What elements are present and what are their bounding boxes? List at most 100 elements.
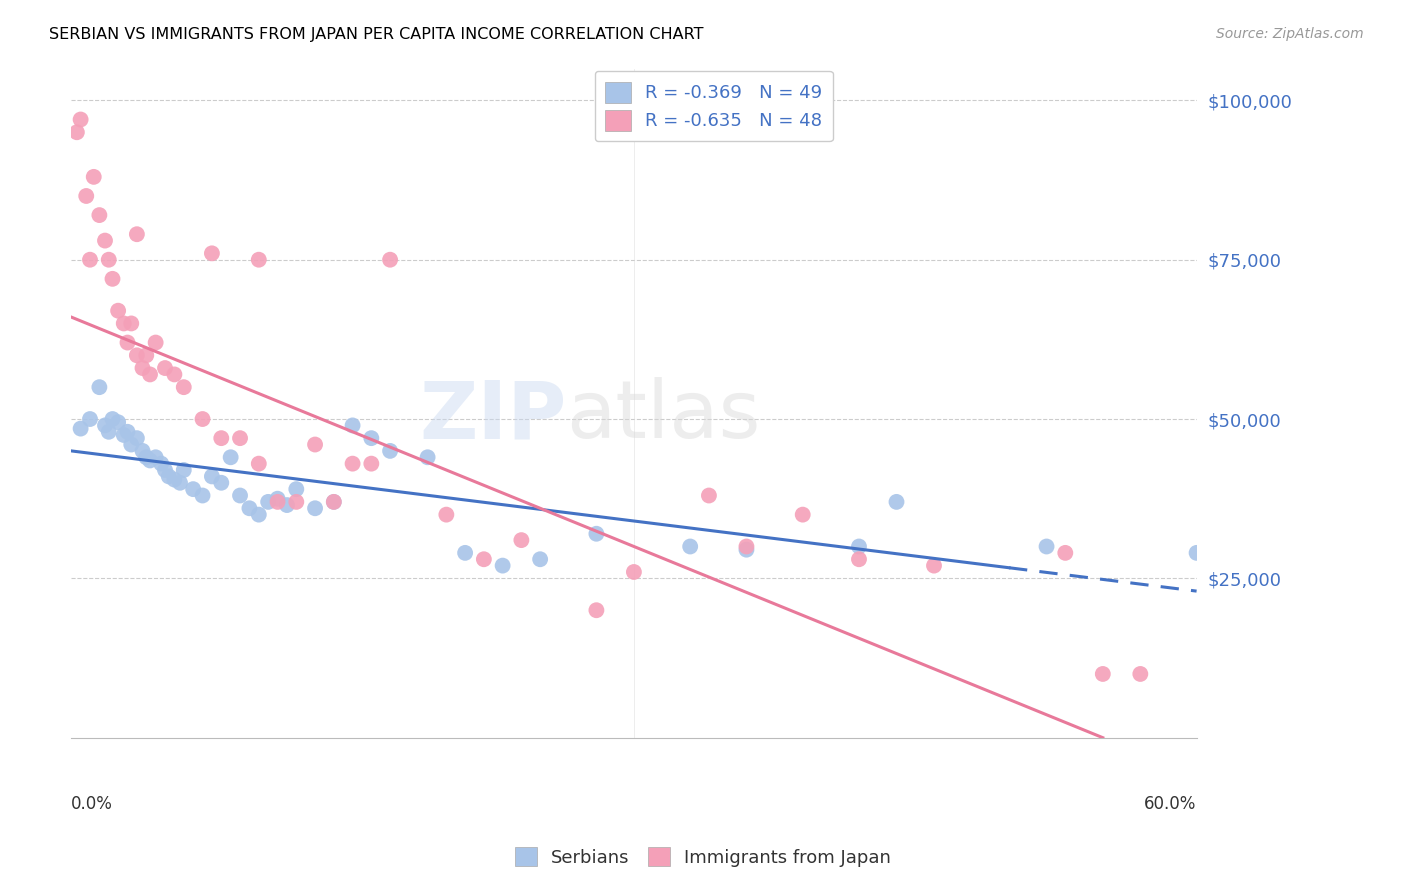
Point xyxy=(69,421,91,435)
Point xyxy=(285,495,308,509)
Point xyxy=(922,558,945,573)
Point xyxy=(201,469,224,483)
Point xyxy=(120,437,142,451)
Point xyxy=(125,227,148,242)
Text: 60.0%: 60.0% xyxy=(1144,795,1197,813)
Point xyxy=(276,498,298,512)
Point xyxy=(153,361,176,376)
Point xyxy=(266,495,288,509)
Point xyxy=(89,208,111,222)
Point xyxy=(79,252,101,267)
Point xyxy=(360,457,382,471)
Point xyxy=(150,457,173,471)
Point xyxy=(416,450,439,465)
Point xyxy=(735,542,758,557)
Point xyxy=(112,317,135,331)
Point xyxy=(1035,540,1057,554)
Text: SERBIAN VS IMMIGRANTS FROM JAPAN PER CAPITA INCOME CORRELATION CHART: SERBIAN VS IMMIGRANTS FROM JAPAN PER CAP… xyxy=(49,27,704,42)
Point xyxy=(135,348,157,362)
Point xyxy=(173,463,195,477)
Point xyxy=(83,169,105,184)
Point xyxy=(181,482,204,496)
Point xyxy=(112,428,135,442)
Point xyxy=(131,443,153,458)
Point xyxy=(157,469,180,483)
Point xyxy=(75,189,97,203)
Point xyxy=(163,368,186,382)
Point xyxy=(454,546,477,560)
Point xyxy=(679,540,702,554)
Point xyxy=(360,431,382,445)
Point xyxy=(209,475,232,490)
Point xyxy=(145,450,167,465)
Point xyxy=(125,431,148,445)
Point xyxy=(145,335,167,350)
Point xyxy=(1129,667,1152,681)
Point xyxy=(125,348,148,362)
Point xyxy=(510,533,533,548)
Text: Source: ZipAtlas.com: Source: ZipAtlas.com xyxy=(1216,27,1364,41)
Legend: Serbians, Immigrants from Japan: Serbians, Immigrants from Japan xyxy=(508,840,898,874)
Point xyxy=(697,489,720,503)
Point xyxy=(257,495,280,509)
Point xyxy=(304,501,326,516)
Point xyxy=(117,425,139,439)
Point xyxy=(735,540,758,554)
Point xyxy=(472,552,495,566)
Point xyxy=(266,491,288,506)
Point xyxy=(107,303,129,318)
Point xyxy=(135,450,157,465)
Text: ZIP: ZIP xyxy=(419,377,567,456)
Point xyxy=(238,501,260,516)
Point xyxy=(79,412,101,426)
Point xyxy=(94,234,117,248)
Point xyxy=(69,112,91,127)
Point xyxy=(163,473,186,487)
Point xyxy=(191,489,214,503)
Point xyxy=(342,418,364,433)
Point xyxy=(153,463,176,477)
Point xyxy=(219,450,242,465)
Point xyxy=(209,431,232,445)
Point xyxy=(247,252,270,267)
Point xyxy=(585,603,607,617)
Point xyxy=(120,317,142,331)
Point xyxy=(1185,546,1208,560)
Point xyxy=(322,495,344,509)
Point xyxy=(169,475,191,490)
Point xyxy=(1091,667,1114,681)
Point xyxy=(491,558,513,573)
Point xyxy=(623,565,645,579)
Point xyxy=(247,457,270,471)
Text: 0.0%: 0.0% xyxy=(72,795,112,813)
Point xyxy=(94,418,117,433)
Point xyxy=(66,125,89,139)
Point xyxy=(173,380,195,394)
Point xyxy=(304,437,326,451)
Point xyxy=(229,489,252,503)
Point xyxy=(434,508,457,522)
Point xyxy=(529,552,551,566)
Point xyxy=(107,415,129,429)
Point xyxy=(585,526,607,541)
Point xyxy=(378,443,401,458)
Legend: R = -0.369   N = 49, R = -0.635   N = 48: R = -0.369 N = 49, R = -0.635 N = 48 xyxy=(595,70,834,142)
Point xyxy=(89,380,111,394)
Text: atlas: atlas xyxy=(567,377,761,456)
Point xyxy=(285,482,308,496)
Point xyxy=(322,495,344,509)
Point xyxy=(886,495,908,509)
Point xyxy=(229,431,252,445)
Point xyxy=(848,552,870,566)
Point xyxy=(342,457,364,471)
Point xyxy=(131,361,153,376)
Point xyxy=(378,252,401,267)
Point xyxy=(1054,546,1077,560)
Point xyxy=(191,412,214,426)
Point xyxy=(97,252,120,267)
Point xyxy=(247,508,270,522)
Point xyxy=(101,272,124,286)
Point xyxy=(139,453,162,467)
Point xyxy=(848,540,870,554)
Point xyxy=(139,368,162,382)
